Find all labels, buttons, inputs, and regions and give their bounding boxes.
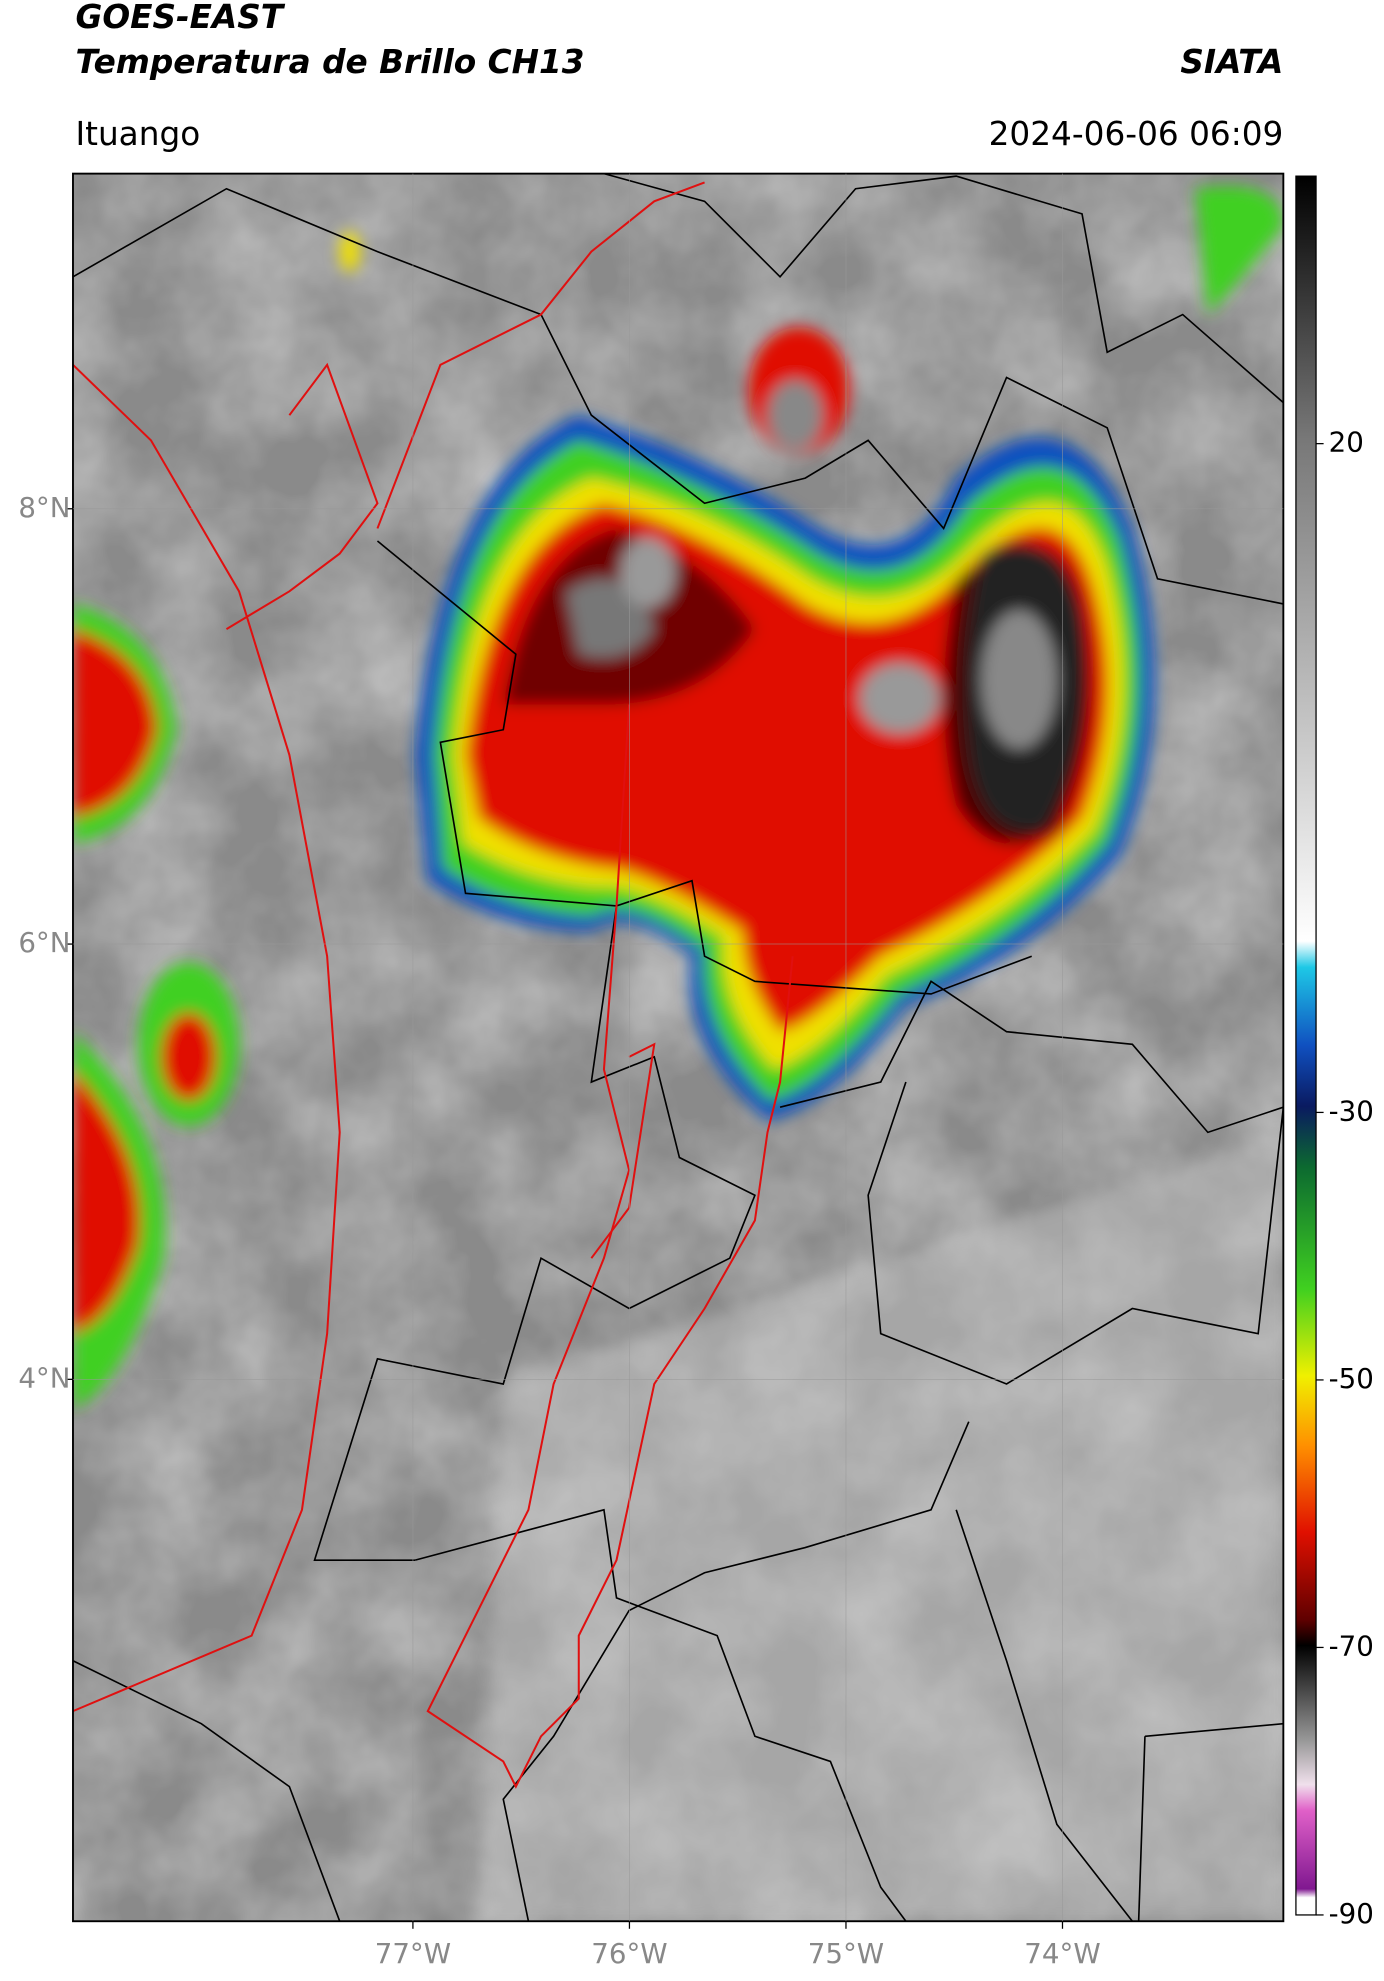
colorbar-tick-label: 20 — [1329, 426, 1364, 459]
lon-tick-label: 77°W — [375, 1937, 451, 1970]
colorbar-tick-label: -50 — [1329, 1362, 1374, 1395]
satellite-image — [72, 173, 1284, 1922]
lon-tick-label: 75°W — [808, 1937, 884, 1970]
map-frame — [72, 172, 1285, 1923]
graticule — [72, 173, 1284, 1922]
lon-tick-label: 76°W — [591, 1937, 667, 1970]
timestamp: 2024-06-06 06:09 — [989, 115, 1284, 153]
colorbar-tick-label: -30 — [1329, 1094, 1374, 1127]
brand: SIATA — [1180, 43, 1283, 81]
lat-tick-label: 8°N — [18, 491, 70, 524]
location: Ituango — [75, 115, 200, 153]
subtitle: Temperatura de Brillo CH13 — [75, 43, 584, 81]
lat-tick-label: 4°N — [18, 1361, 70, 1394]
lon-tick-label: 74°W — [1024, 1937, 1100, 1970]
title: GOES-EAST — [75, 0, 285, 36]
colorbar-tick-label: -70 — [1329, 1629, 1374, 1662]
colorbar — [1295, 175, 1317, 1916]
colorbar-tick-label: -90 — [1329, 1897, 1374, 1930]
lat-tick-label: 6°N — [18, 926, 70, 959]
